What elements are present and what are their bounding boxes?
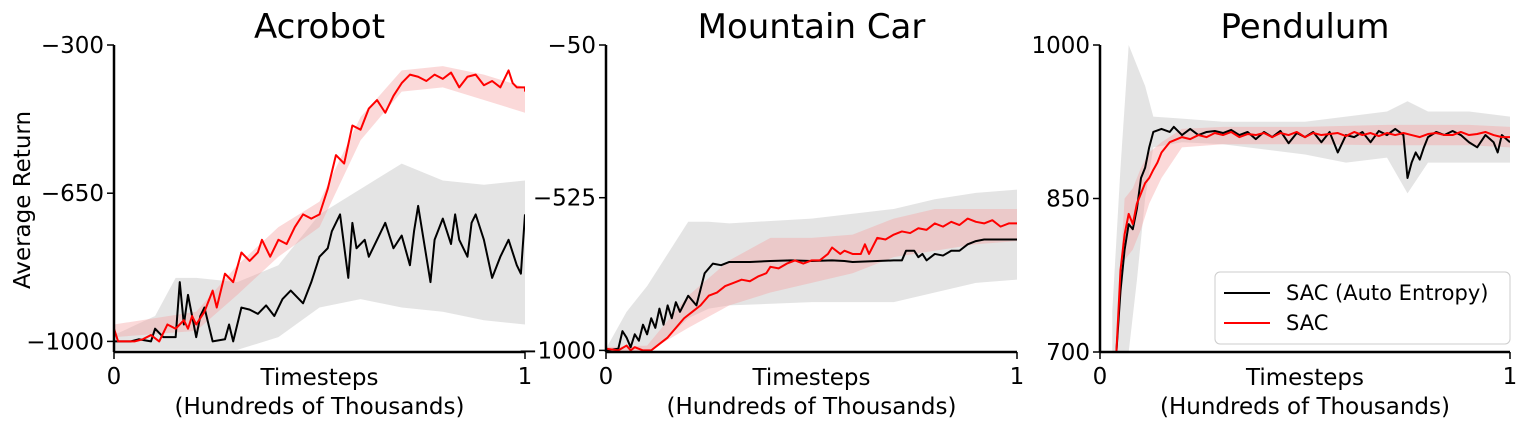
y-axis-label: Average Return — [10, 111, 36, 289]
legend-label-sac: SAC — [1286, 311, 1328, 335]
y-tick-label: 1000 — [1031, 33, 1090, 59]
x-tick-label: 0 — [1093, 364, 1108, 390]
y-tick-label: −1000 — [518, 338, 596, 364]
plot-area — [1112, 45, 1510, 352]
x-tick-label: 1 — [1010, 364, 1025, 390]
x-tick-label: 1 — [1503, 364, 1518, 390]
legend-label-auto-entropy: SAC (Auto Entropy) — [1286, 281, 1488, 305]
series-line-1 — [606, 217, 1017, 352]
plot-area — [606, 189, 1017, 352]
x-axis-label-line1: Timesteps — [259, 365, 378, 391]
series-line-1 — [1115, 130, 1510, 352]
legend-box — [1214, 271, 1511, 345]
x-axis-label-line1: Timesteps — [1245, 365, 1364, 391]
y-tick-label: −50 — [547, 33, 596, 59]
chart-title: Pendulum — [1220, 7, 1389, 47]
y-tick-label: 850 — [1046, 187, 1090, 213]
y-tick-label: −1000 — [26, 329, 104, 355]
series-band-1 — [1116, 124, 1510, 352]
x-tick-label: 0 — [599, 364, 614, 390]
y-tick-label: −300 — [41, 33, 104, 59]
series-band-1 — [606, 208, 1017, 352]
series-line-1 — [114, 69, 525, 343]
series-band-0 — [1112, 45, 1510, 352]
x-tick-label: 1 — [518, 364, 533, 390]
x-axis-label-line2: (Hundreds of Thousands) — [667, 394, 957, 420]
legend: SAC (Auto Entropy) SAC — [1214, 271, 1511, 345]
series-line-0 — [606, 238, 1017, 352]
x-axis-label-line2: (Hundreds of Thousands) — [175, 394, 465, 420]
series-band-1 — [114, 66, 525, 338]
x-tick-label: 0 — [107, 364, 122, 390]
y-tick-label: −650 — [41, 181, 104, 207]
series-line-0 — [114, 204, 525, 343]
chart-title: Mountain Car — [698, 7, 926, 47]
x-axis-label-line2: (Hundreds of Thousands) — [1160, 394, 1450, 420]
plot-area — [114, 66, 525, 350]
y-tick-label: −525 — [533, 186, 596, 212]
y-tick-label: 700 — [1046, 340, 1090, 366]
chart-title: Acrobot — [254, 7, 385, 47]
x-axis-label-line1: Timesteps — [751, 365, 870, 391]
